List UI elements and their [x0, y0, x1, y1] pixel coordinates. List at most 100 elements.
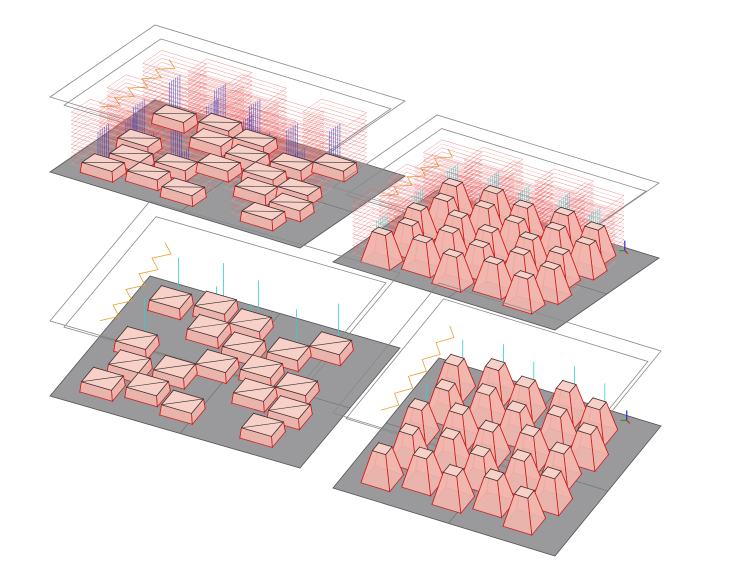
- toolpath-contour: [302, 110, 368, 138]
- part-top: [442, 177, 464, 187]
- toolpath-contour: [142, 78, 208, 106]
- toolpath-contour: [422, 151, 483, 178]
- toolpath-contour: [142, 58, 208, 86]
- toolpath-contour: [422, 139, 483, 166]
- toolpath-contour: [142, 62, 208, 90]
- toolpath-contour: [70, 115, 136, 143]
- toolpath-contour: [556, 202, 616, 228]
- part-top: [509, 246, 531, 256]
- panel-bottom-left: [49, 200, 401, 469]
- part-top: [584, 221, 606, 231]
- part-diagonal: [108, 358, 151, 365]
- box-part: [239, 412, 286, 449]
- toolpath-contour: [564, 199, 625, 225]
- toolpath-contour: [142, 82, 208, 110]
- part-top: [407, 398, 429, 411]
- part-diagonal: [309, 340, 352, 347]
- part-top: [514, 375, 536, 389]
- box-part: [124, 161, 173, 192]
- toolpath-contour: [187, 58, 253, 86]
- box-part: [311, 152, 359, 183]
- part-top: [439, 427, 461, 441]
- toolpath-contour: [463, 158, 524, 185]
- part-top: [540, 260, 562, 270]
- toolpath-contour: [493, 177, 554, 204]
- toolpath-contour: [106, 82, 172, 110]
- toolpath-contour: [302, 106, 368, 134]
- part-top: [519, 424, 541, 438]
- toolpath-contour: [106, 74, 172, 102]
- part-diagonal: [222, 340, 265, 347]
- part-diagonal: [115, 334, 158, 342]
- part-top: [482, 185, 504, 195]
- part-diagonal: [229, 317, 272, 324]
- box-part: [113, 325, 160, 362]
- part-top: [447, 209, 469, 219]
- toolpath-contour: [534, 176, 595, 203]
- part-diagonal: [187, 322, 230, 330]
- toolpath-contour: [222, 102, 288, 130]
- part-diagonal: [194, 299, 237, 306]
- box-part: [152, 152, 200, 183]
- frustum-part: [401, 445, 445, 497]
- part-top: [438, 224, 460, 234]
- part-top: [477, 224, 499, 234]
- toolpath-contour: [564, 195, 625, 221]
- toolpath-contour: [187, 70, 253, 98]
- box-part: [195, 152, 243, 183]
- toolpath-contour: [463, 146, 524, 173]
- toolpath-contour: [222, 94, 288, 122]
- part-top: [371, 226, 393, 236]
- toolpath-contour: [222, 82, 288, 110]
- frustum-part: [502, 484, 547, 537]
- box-part: [106, 348, 153, 385]
- part-top: [546, 404, 568, 418]
- part-diagonal: [153, 363, 196, 370]
- toolpath-contour: [534, 180, 595, 207]
- panel-top-left: [49, 24, 406, 249]
- toolpath-contour: [142, 66, 208, 94]
- part-top: [585, 397, 607, 411]
- toolpath-contour: [231, 107, 297, 135]
- toolpath-contour: [493, 169, 554, 196]
- box-part: [159, 389, 206, 426]
- frustum-part: [431, 463, 476, 515]
- toolpath-contour: [142, 70, 208, 98]
- part-diagonal: [241, 421, 284, 429]
- toolpath-contour: [302, 102, 368, 130]
- part-diagonal: [161, 398, 204, 406]
- toolpath-contour: [422, 143, 483, 170]
- box-part: [268, 152, 316, 183]
- toolpath-contour: [525, 183, 586, 210]
- part-diagonal: [267, 345, 310, 353]
- toolpath-contour: [493, 165, 554, 192]
- panel-bottom-right: [332, 282, 662, 557]
- toolpath-contour: [422, 155, 483, 182]
- part-diagonal: [275, 380, 318, 388]
- part-top: [412, 234, 434, 244]
- toolpath-contour: [70, 107, 136, 135]
- part-top: [510, 449, 532, 462]
- part-top: [505, 400, 527, 414]
- toolpath-contour: [387, 164, 448, 190]
- part-diagonal: [81, 375, 124, 382]
- toolpath-contour: [564, 191, 625, 217]
- toolpath-contour: [493, 161, 554, 188]
- part-top: [504, 214, 526, 224]
- part-top: [397, 217, 419, 227]
- machining-boundary: [99, 242, 172, 321]
- part-top: [434, 378, 456, 392]
- part-top: [484, 358, 506, 372]
- part-top: [478, 419, 500, 433]
- toolpath-contour: [222, 86, 288, 114]
- toolpath-contour: [222, 90, 288, 118]
- toolpath-contour: [534, 184, 595, 211]
- frustum-part: [472, 467, 517, 519]
- box-part: [307, 330, 354, 367]
- toolpath-contour: [222, 78, 288, 106]
- toolpath-contour: [70, 111, 136, 139]
- part-top: [412, 446, 434, 460]
- toolpath-contour: [302, 98, 368, 126]
- toolpath-contour: [302, 130, 368, 158]
